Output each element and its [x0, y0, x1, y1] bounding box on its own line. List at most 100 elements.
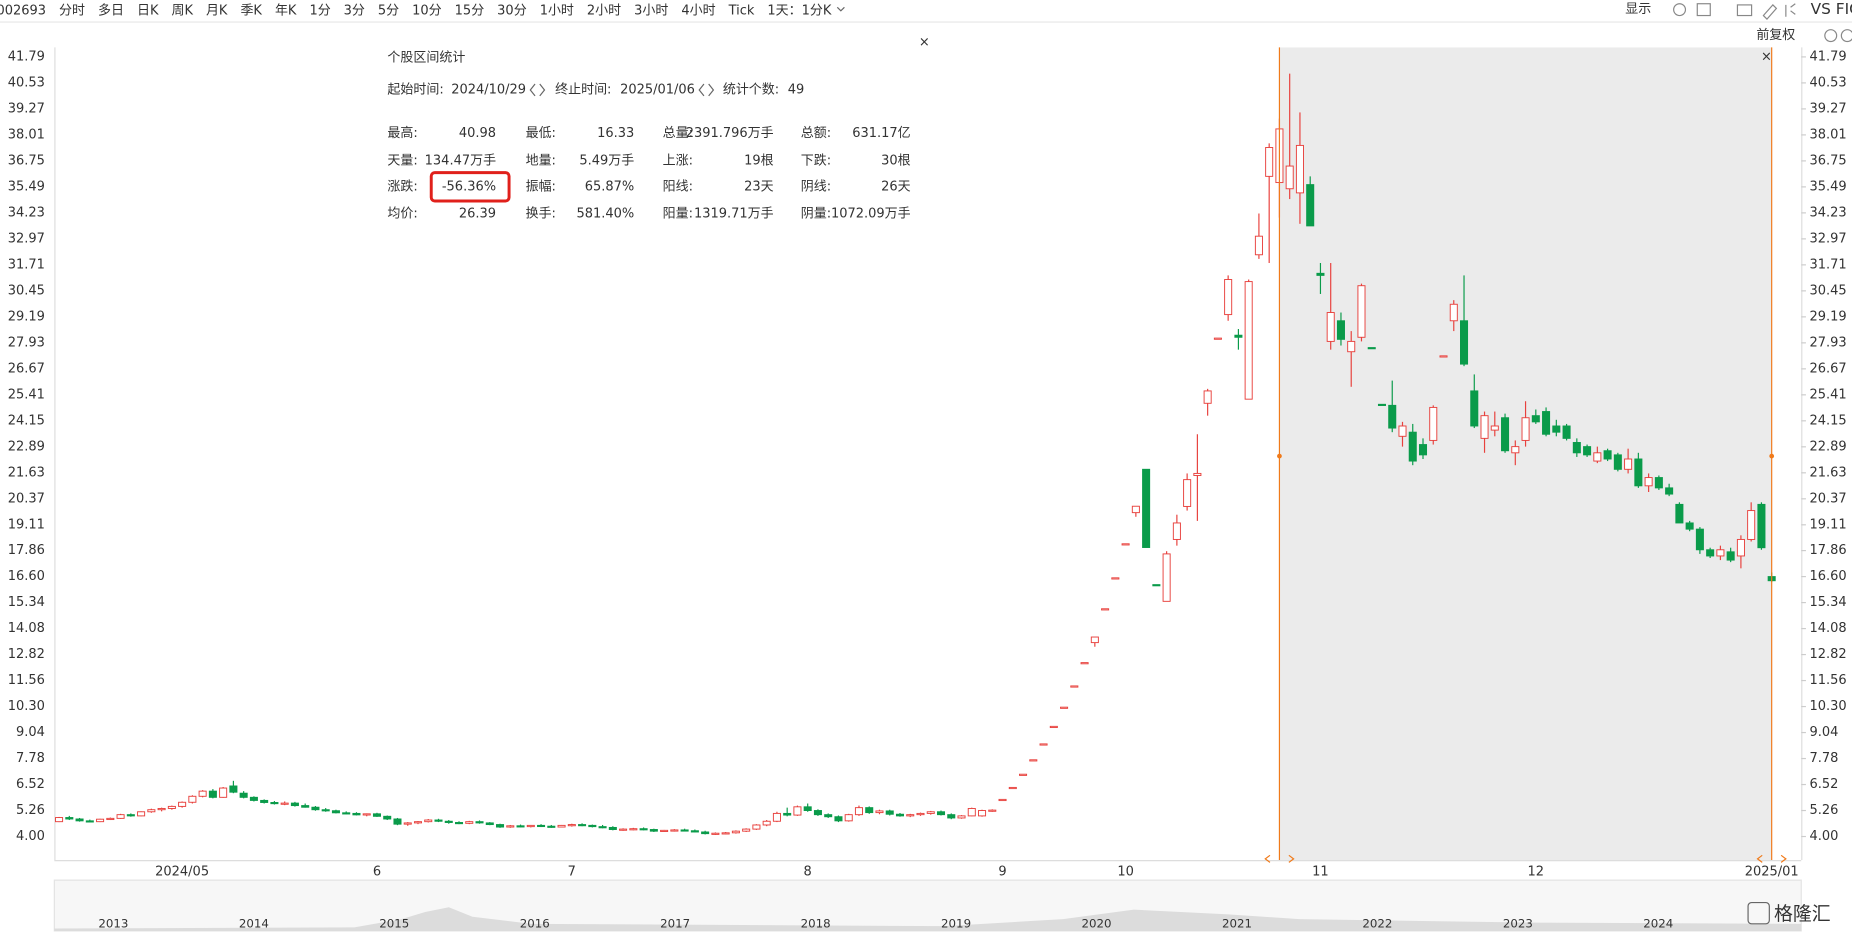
period-tab[interactable]: 分时: [59, 3, 85, 18]
share-icon[interactable]: [1785, 3, 1796, 17]
camera-icon[interactable]: [1736, 4, 1753, 17]
candle-body: [1521, 417, 1530, 441]
candle-body: [598, 826, 607, 829]
y-tick-label-right: 26.67: [1809, 361, 1846, 376]
candle-body: [85, 820, 94, 823]
candle-body: [198, 790, 207, 797]
candle-body: [1285, 165, 1294, 190]
candle-body: [547, 825, 556, 828]
x-tick-label: 12: [1528, 864, 1545, 879]
stat-label: 最高:: [387, 125, 417, 141]
range-handle[interactable]: [1277, 453, 1282, 459]
y-tick-label-right: 21.63: [1809, 465, 1846, 480]
y-tick-label: 5.26: [16, 803, 45, 818]
end-arrows[interactable]: [698, 83, 715, 97]
period-tab[interactable]: 3小时: [634, 3, 668, 18]
logo-mark: [1747, 901, 1770, 925]
stat-value: -56.36%: [442, 179, 496, 194]
candle-body: [1224, 279, 1233, 316]
period-tab[interactable]: 月K: [206, 3, 228, 18]
candle-body: [1234, 334, 1243, 338]
period-tab[interactable]: 15分: [455, 3, 485, 18]
candle-body: [496, 824, 505, 828]
candle-body: [229, 785, 238, 793]
candle-body: [936, 811, 946, 816]
y-tick-label-right: 7.78: [1809, 751, 1838, 766]
period-tab[interactable]: 3分: [344, 3, 365, 18]
candle-body: [701, 831, 710, 835]
period-tab[interactable]: 周K: [171, 3, 193, 18]
candle-body: [475, 821, 484, 824]
period-tab[interactable]: 10分: [412, 3, 442, 18]
stat-label: 地量:: [526, 153, 556, 168]
period-tab[interactable]: 1分: [309, 3, 330, 18]
candle-body: [711, 832, 720, 835]
panel-start-label: 起始时间:: [387, 82, 443, 97]
compare-button[interactable]: VS FIC: [1811, 0, 1852, 18]
y-tick-label-right: 10.30: [1809, 699, 1846, 714]
period-tab[interactable]: Tick: [728, 3, 755, 18]
period-tab[interactable]: 30分: [497, 3, 527, 18]
period-tab[interactable]: 5分: [378, 3, 399, 18]
stat-label: 换手:: [526, 206, 556, 221]
stat-label: 阴量:: [801, 206, 831, 221]
y-tick-label-right: 38.01: [1809, 127, 1846, 142]
y-tick-label: 35.49: [8, 179, 45, 194]
candle-body: [65, 817, 74, 820]
y-tick-label-right: 22.89: [1809, 439, 1846, 454]
settings-icon[interactable]: [1673, 3, 1687, 17]
stat-value: 65.87%: [585, 179, 635, 194]
period-tab[interactable]: 季K: [240, 3, 262, 18]
candle-body: [413, 821, 423, 824]
pen-icon[interactable]: [1762, 4, 1778, 20]
y-tick-label: 6.52: [16, 777, 45, 792]
candle-body: [137, 811, 146, 817]
zoom-in[interactable]: [1840, 29, 1852, 43]
zoom-out[interactable]: [1824, 29, 1838, 43]
symbol: 002693: [0, 3, 46, 18]
y-tick-label: 26.67: [8, 361, 45, 376]
range-drag[interactable]: [1756, 854, 1787, 863]
candle-body: [290, 802, 299, 807]
display-menu[interactable]: 显示: [1625, 2, 1651, 17]
period-tab[interactable]: 多日: [98, 3, 124, 18]
candle-body: [1152, 584, 1161, 587]
candle-body: [854, 807, 863, 816]
period-tab[interactable]: 4小时: [681, 3, 715, 18]
period-tab[interactable]: 1天：1分K: [767, 3, 831, 18]
y-tick-label: 14.08: [8, 621, 45, 636]
y-tick-label-right: 32.97: [1809, 231, 1846, 246]
candle-body: [188, 795, 197, 803]
y-tick-label: 19.11: [8, 517, 45, 532]
candle-body: [978, 810, 987, 817]
highlight-box: [429, 171, 511, 203]
panel-close[interactable]: ×: [919, 35, 930, 50]
range-close[interactable]: ×: [1761, 49, 1772, 64]
range-drag[interactable]: [1264, 854, 1295, 863]
candle-body: [885, 810, 894, 815]
period-tab[interactable]: 年K: [275, 3, 297, 18]
y-tick-label: 12.82: [8, 647, 45, 662]
candle-body: [1675, 503, 1684, 524]
layout-icon[interactable]: [1696, 3, 1711, 17]
period-tab[interactable]: 日K: [137, 3, 159, 18]
panel-end-label: 终止时间:: [555, 81, 611, 97]
candle-body: [957, 815, 966, 819]
y-tick-label: 9.04: [16, 725, 45, 740]
start-arrows[interactable]: [529, 83, 546, 97]
candle-body: [1501, 417, 1510, 452]
period-tab[interactable]: 2小时: [587, 3, 621, 18]
range-handle[interactable]: [1769, 453, 1775, 459]
stat-label: 阴线:: [801, 179, 831, 194]
candle-body: [1142, 468, 1151, 548]
candle-body: [383, 815, 392, 820]
candle-body: [1593, 452, 1602, 462]
period-tab[interactable]: 1小时: [540, 3, 574, 18]
watermark: 格隆汇: [1774, 903, 1831, 925]
date-arrows: [529, 83, 715, 97]
adjust-label[interactable]: 前复权: [1756, 27, 1795, 43]
candle-body: [1531, 415, 1540, 423]
x-tick-label: 7: [568, 864, 576, 879]
navigator-area: [54, 907, 1802, 931]
